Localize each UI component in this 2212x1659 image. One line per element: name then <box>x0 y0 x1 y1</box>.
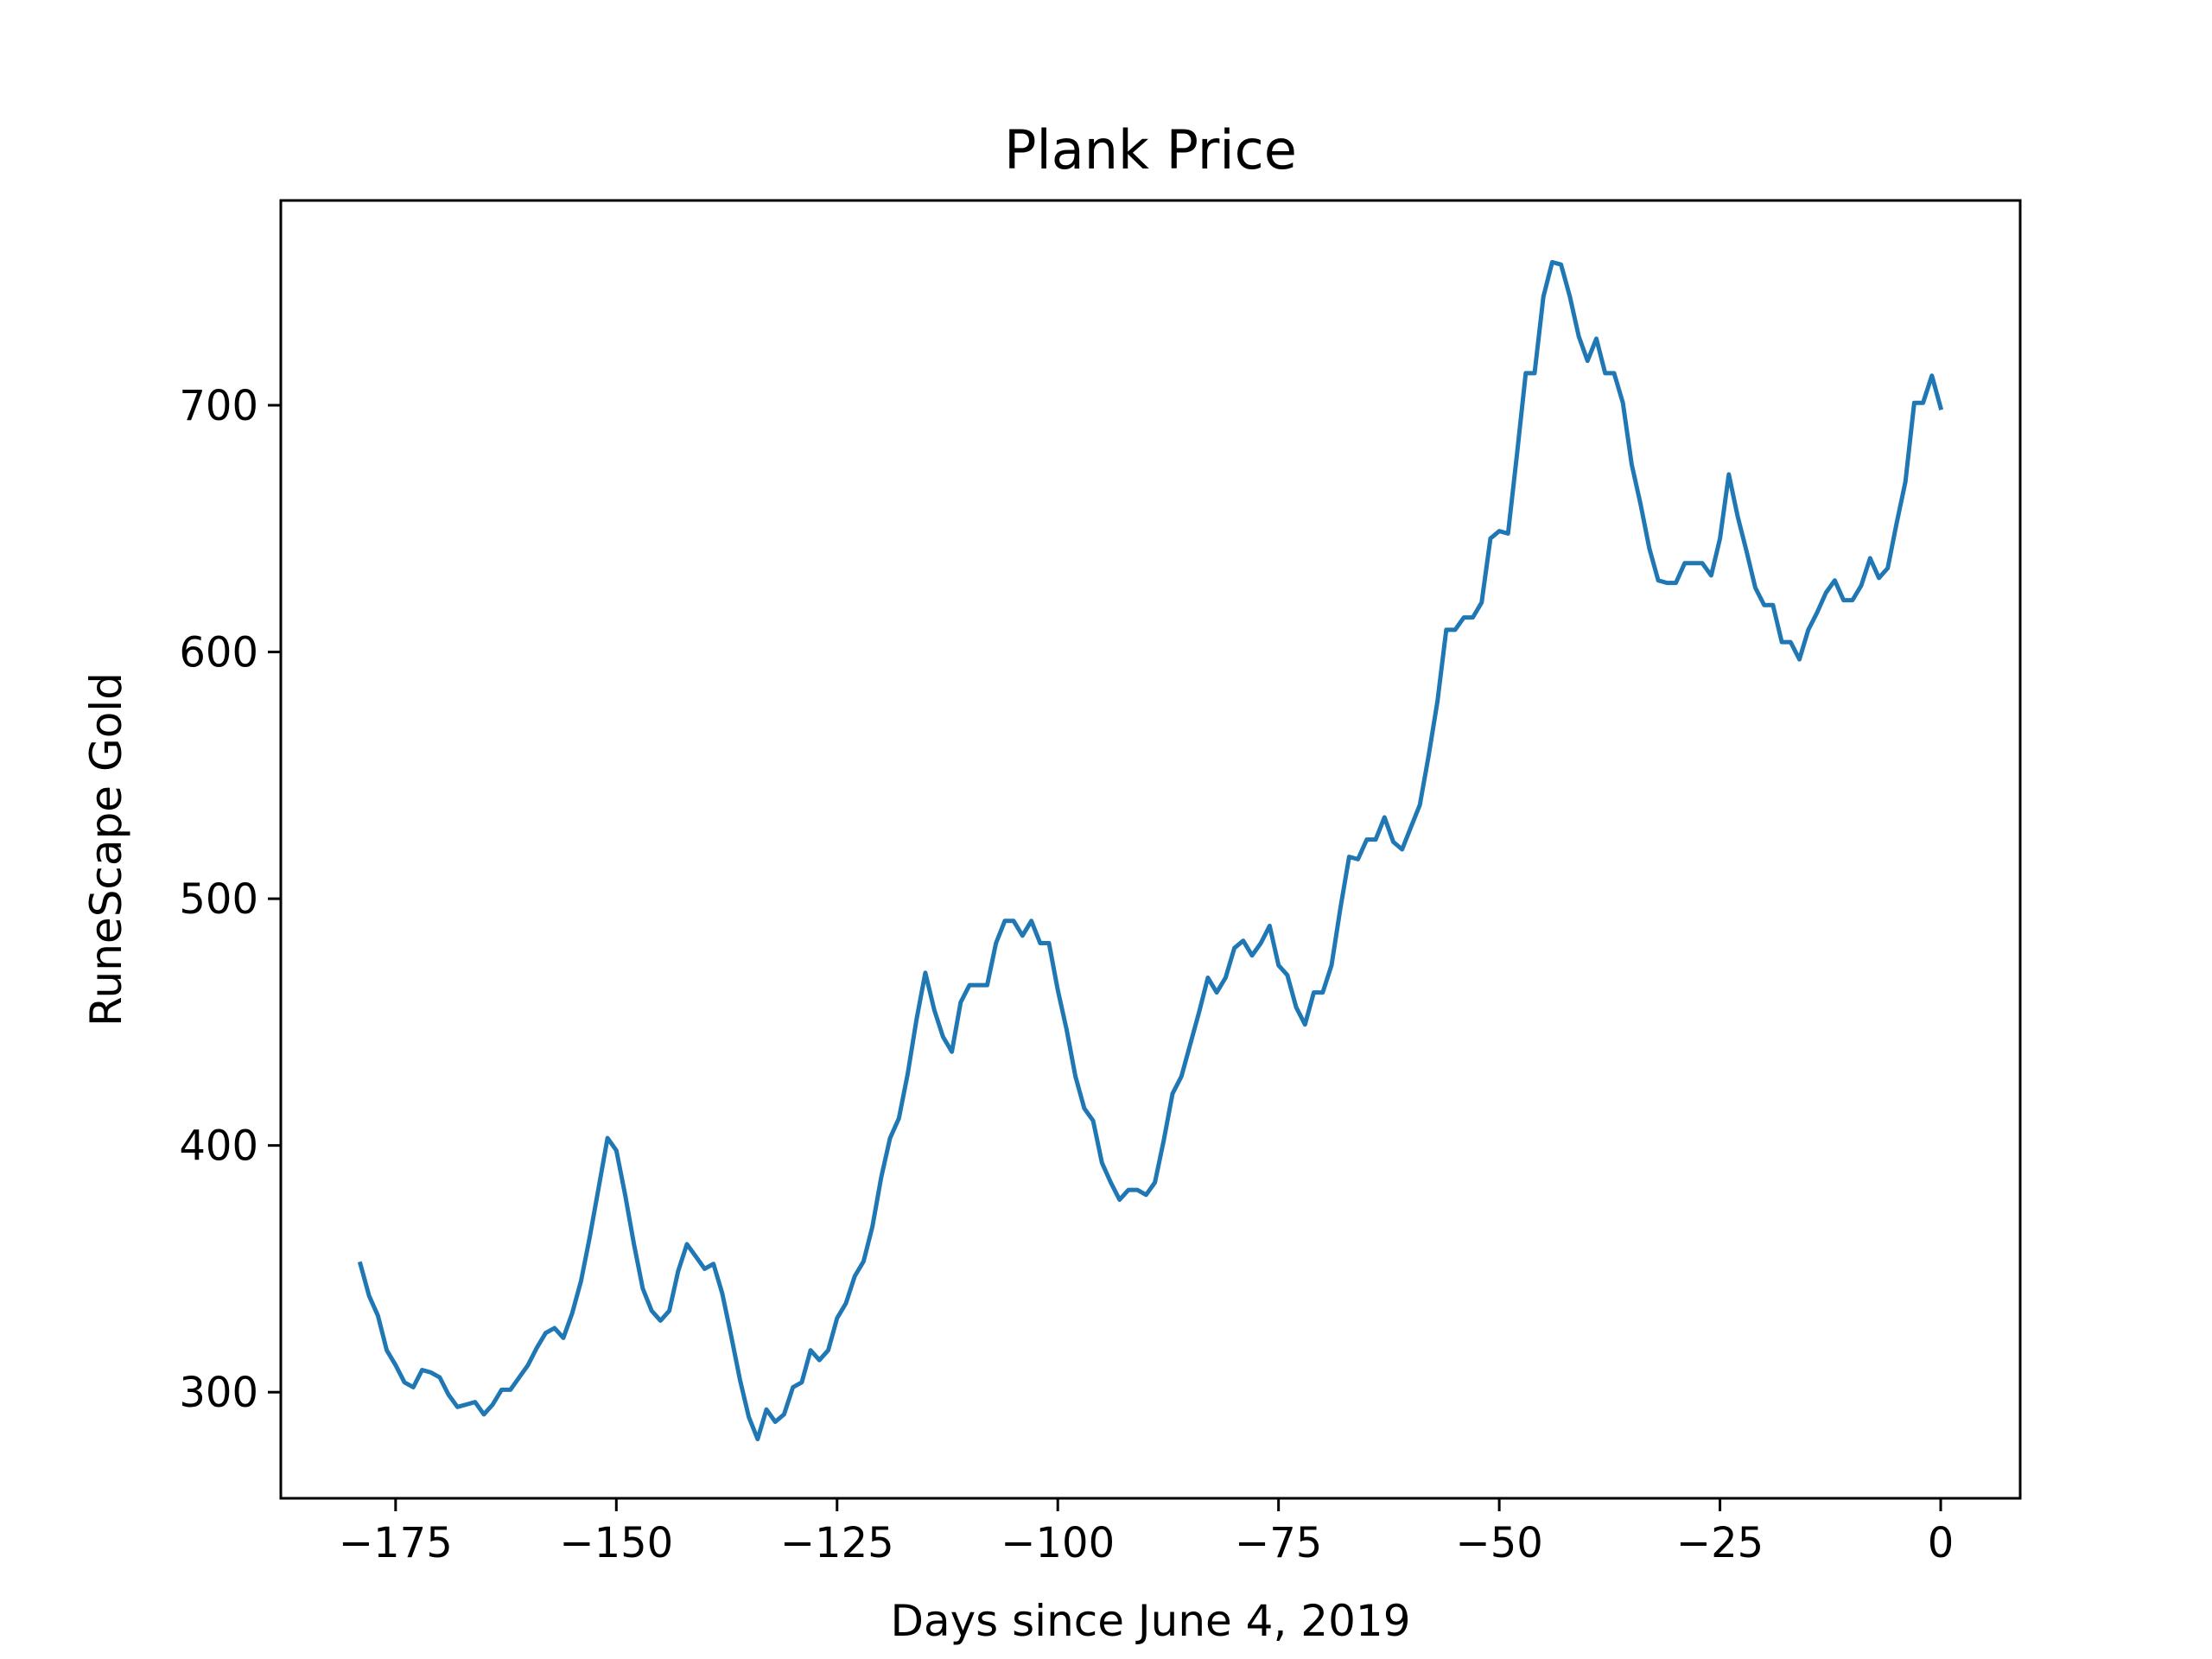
y-tick-label: 500 <box>179 875 258 924</box>
x-tick-label: −75 <box>1235 1519 1322 1567</box>
y-tick-label: 400 <box>179 1122 258 1171</box>
x-tick-label: −125 <box>780 1519 894 1567</box>
y-tick-label: 600 <box>179 629 258 677</box>
y-axis-label: RuneScape Gold <box>81 672 131 1027</box>
series-line <box>357 259 1944 1441</box>
plot-frame <box>279 199 2022 1500</box>
x-tick-label: −175 <box>339 1519 453 1567</box>
y-tick-label: 700 <box>179 382 258 430</box>
x-tick-label: 0 <box>1928 1519 1955 1567</box>
plot-area <box>279 199 2022 1500</box>
y-tick-label: 300 <box>179 1369 258 1417</box>
x-tick-label: −150 <box>559 1519 673 1567</box>
x-axis-label: Days since June 4, 2019 <box>890 1596 1410 1646</box>
y-axis: 300 400 500 600 700 <box>179 382 281 1417</box>
x-tick-label: −100 <box>1001 1519 1115 1567</box>
x-axis: −175 −150 −125 −100 −75 −50 −25 0 <box>339 1498 1954 1567</box>
x-tick-label: −50 <box>1455 1519 1542 1567</box>
chart-title: Plank Price <box>1004 118 1297 181</box>
x-tick-label: −25 <box>1676 1519 1764 1567</box>
